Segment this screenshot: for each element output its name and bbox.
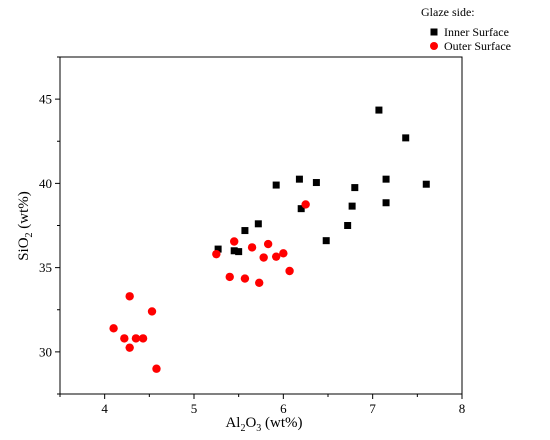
legend-label-inner-surface: Inner Surface [444,25,509,39]
point-outer-surface [259,253,268,262]
point-inner-surface [422,180,430,188]
y-tick-label: 45 [39,92,52,107]
point-inner-surface [348,202,356,210]
y-tick-label: 35 [39,260,52,275]
point-inner-surface [312,179,320,187]
point-outer-surface [120,334,129,343]
point-outer-surface [125,292,134,301]
point-inner-surface [295,175,303,183]
point-outer-surface [255,278,264,287]
point-inner-surface [230,247,238,255]
x-tick-label: 7 [369,401,376,416]
point-inner-surface [214,245,222,253]
point-outer-surface [240,274,250,283]
y-axis-label: SiO2 (wt%) [16,191,35,261]
point-inner-surface [382,175,390,183]
point-inner-surface [297,205,305,213]
y-tick-label: 30 [39,344,52,359]
legend-title: Glaze side: [421,5,475,19]
point-outer-surface [301,200,310,209]
point-inner-surface [322,237,330,245]
point-outer-surface [271,252,281,261]
y-axis-ticks: 30 35 40 45 [39,56,60,395]
point-inner-surface [375,106,383,114]
point-outer-surface [285,266,294,276]
y-tick-label: 40 [39,176,52,191]
point-outer-surface [225,272,234,282]
point-outer-surface [138,334,148,343]
legend: Glaze side: Inner Surface Outer Surface [421,5,511,53]
x-tick-label: 8 [459,401,466,416]
x-axis-ticks: 4 5 6 7 8 [59,394,466,416]
point-outer-surface [279,249,288,258]
legend-label-outer-surface: Outer Surface [444,39,511,53]
point-inner-surface [241,227,249,235]
point-outer-surface [247,243,257,252]
data-points [109,106,430,373]
point-outer-surface [152,364,161,373]
point-inner-surface [344,222,352,229]
point-outer-surface [212,249,221,259]
point-inner-surface [254,220,262,228]
point-outer-surface [263,239,273,249]
x-tick-label: 5 [191,401,198,416]
legend-marker-outer-surface [430,42,438,50]
point-outer-surface [147,307,157,316]
point-inner-surface [272,181,280,189]
x-axis-label: Al2O3 (wt%) [225,415,302,434]
x-tick-label: 4 [101,401,108,416]
legend-marker-inner-surface [430,28,438,36]
point-outer-surface [125,343,134,352]
point-inner-surface [235,248,243,256]
point-inner-surface [382,199,390,207]
x-tick-label: 6 [280,401,287,416]
point-inner-surface [351,184,359,192]
point-inner-surface [402,134,410,142]
point-outer-surface [109,324,118,333]
point-outer-surface [230,237,239,246]
point-outer-surface [131,334,141,343]
